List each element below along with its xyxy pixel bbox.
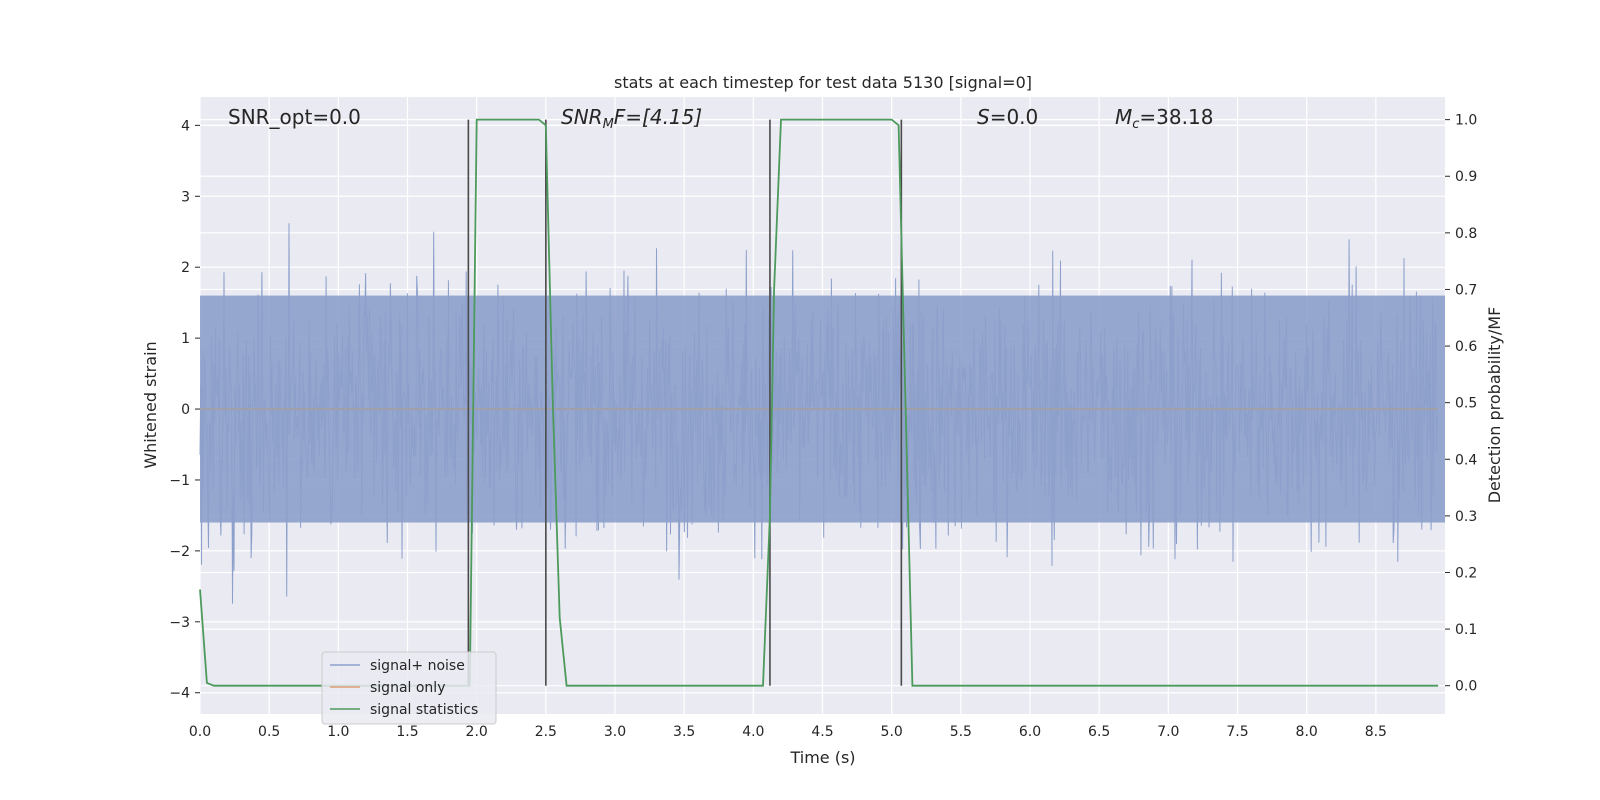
x-axis-ticks: 0.0 0.5 1.0 1.5 2.0 2.5 3.0 3.5 4.0 4.5 5.0 5.5 6.0 6… (189, 724, 1387, 740)
legend-label-signal-statistics: signal statistics (370, 702, 478, 718)
annotation-mc-rest: =38.18 (1139, 105, 1213, 129)
y-axis-right-label: Detection probability/MF (1485, 307, 1504, 504)
y-left-tick-label: 2 (181, 260, 190, 276)
annotation-snr-mf-sub: M (603, 117, 614, 132)
chart-title: stats at each timestep for test data 513… (614, 73, 1032, 92)
y-right-tick-label: 0.0 (1455, 679, 1477, 695)
x-tick-label: 4.5 (811, 724, 833, 740)
y-right-tick-label: 0.7 (1455, 282, 1477, 298)
annotation-mc-sub: c (1132, 117, 1139, 132)
y-left-tick-label: 1 (181, 331, 190, 347)
y-left-tick-label: 0 (181, 402, 190, 418)
annotation-snr-mf-main: SNR (561, 105, 603, 129)
vertical-markers (467, 119, 903, 686)
y-axis-left-label: Whitened strain (141, 341, 160, 468)
x-tick-label: 5.0 (881, 724, 903, 740)
x-tick-label: 7.5 (1226, 724, 1248, 740)
x-tick-label: 4.0 (742, 724, 764, 740)
legend-label-signal-noise: signal+ noise (370, 658, 465, 674)
annotation-s-main: S (977, 105, 990, 129)
y-left-tick-label: −4 (169, 686, 190, 702)
x-tick-label: 5.5 (950, 724, 972, 740)
annotation-snr-opt: SNR_opt=0.0 (228, 105, 361, 129)
x-tick-label: 3.0 (604, 724, 626, 740)
x-tick-label: 2.0 (466, 724, 488, 740)
legend-box (321, 651, 497, 725)
legend: signal+ noise signal only signal statist… (321, 651, 497, 725)
x-tick-label: 0.0 (189, 724, 211, 740)
y-left-tick-label: −1 (169, 473, 190, 489)
x-tick-label: 8.5 (1365, 724, 1387, 740)
x-tick-label: 0.5 (258, 724, 280, 740)
y-left-tick-label: −3 (169, 615, 190, 631)
noise-line (199, 223, 1439, 604)
x-tick-label: 3.5 (673, 724, 695, 740)
annotation-s-rest: =0.0 (990, 105, 1039, 129)
annotation-snr-mf-rest: F=[4.15] (614, 105, 702, 129)
annotation-s: S=0.0 (977, 105, 1038, 129)
y-axis-right-ticks: 1.0 0.9 0.8 0.7 0.6 0.5 0.4 0.3 0.2 0.1 0.0 (1445, 113, 1477, 695)
x-tick-label: 8.0 (1296, 724, 1318, 740)
x-tick-label: 2.5 (535, 724, 557, 740)
y-right-tick-label: 0.6 (1455, 339, 1477, 355)
x-axis-label: Time (s) (789, 748, 855, 767)
annotation-mc-main: M (1115, 105, 1132, 129)
y-right-tick-label: 0.8 (1455, 226, 1477, 242)
y-right-tick-label: 0.5 (1455, 396, 1477, 412)
y-left-tick-label: 3 (181, 189, 190, 205)
x-tick-label: 1.0 (327, 724, 349, 740)
y-right-tick-label: 0.9 (1455, 169, 1477, 185)
y-right-tick-label: 0.3 (1455, 509, 1477, 525)
y-left-tick-label: 4 (181, 118, 190, 134)
x-tick-label: 6.5 (1088, 724, 1110, 740)
y-axis-left-ticks: 4 3 2 1 0 −1 −2 −3 −4 (169, 118, 200, 702)
y-right-tick-label: 0.1 (1455, 622, 1477, 638)
annotation-snr-mf: SNRMF=[4.15] (561, 105, 702, 132)
legend-label-signal-only: signal only (370, 680, 445, 696)
y-right-tick-label: 0.2 (1455, 565, 1477, 581)
annotation-mc: Mc=38.18 (1115, 105, 1213, 132)
y-left-tick-label: −2 (169, 544, 190, 560)
y-right-tick-label: 0.4 (1455, 452, 1477, 468)
x-tick-label: 1.5 (396, 724, 418, 740)
x-tick-label: 6.0 (1019, 724, 1041, 740)
x-tick-label: 7.0 (1157, 724, 1179, 740)
y-right-tick-label: 1.0 (1455, 113, 1477, 129)
